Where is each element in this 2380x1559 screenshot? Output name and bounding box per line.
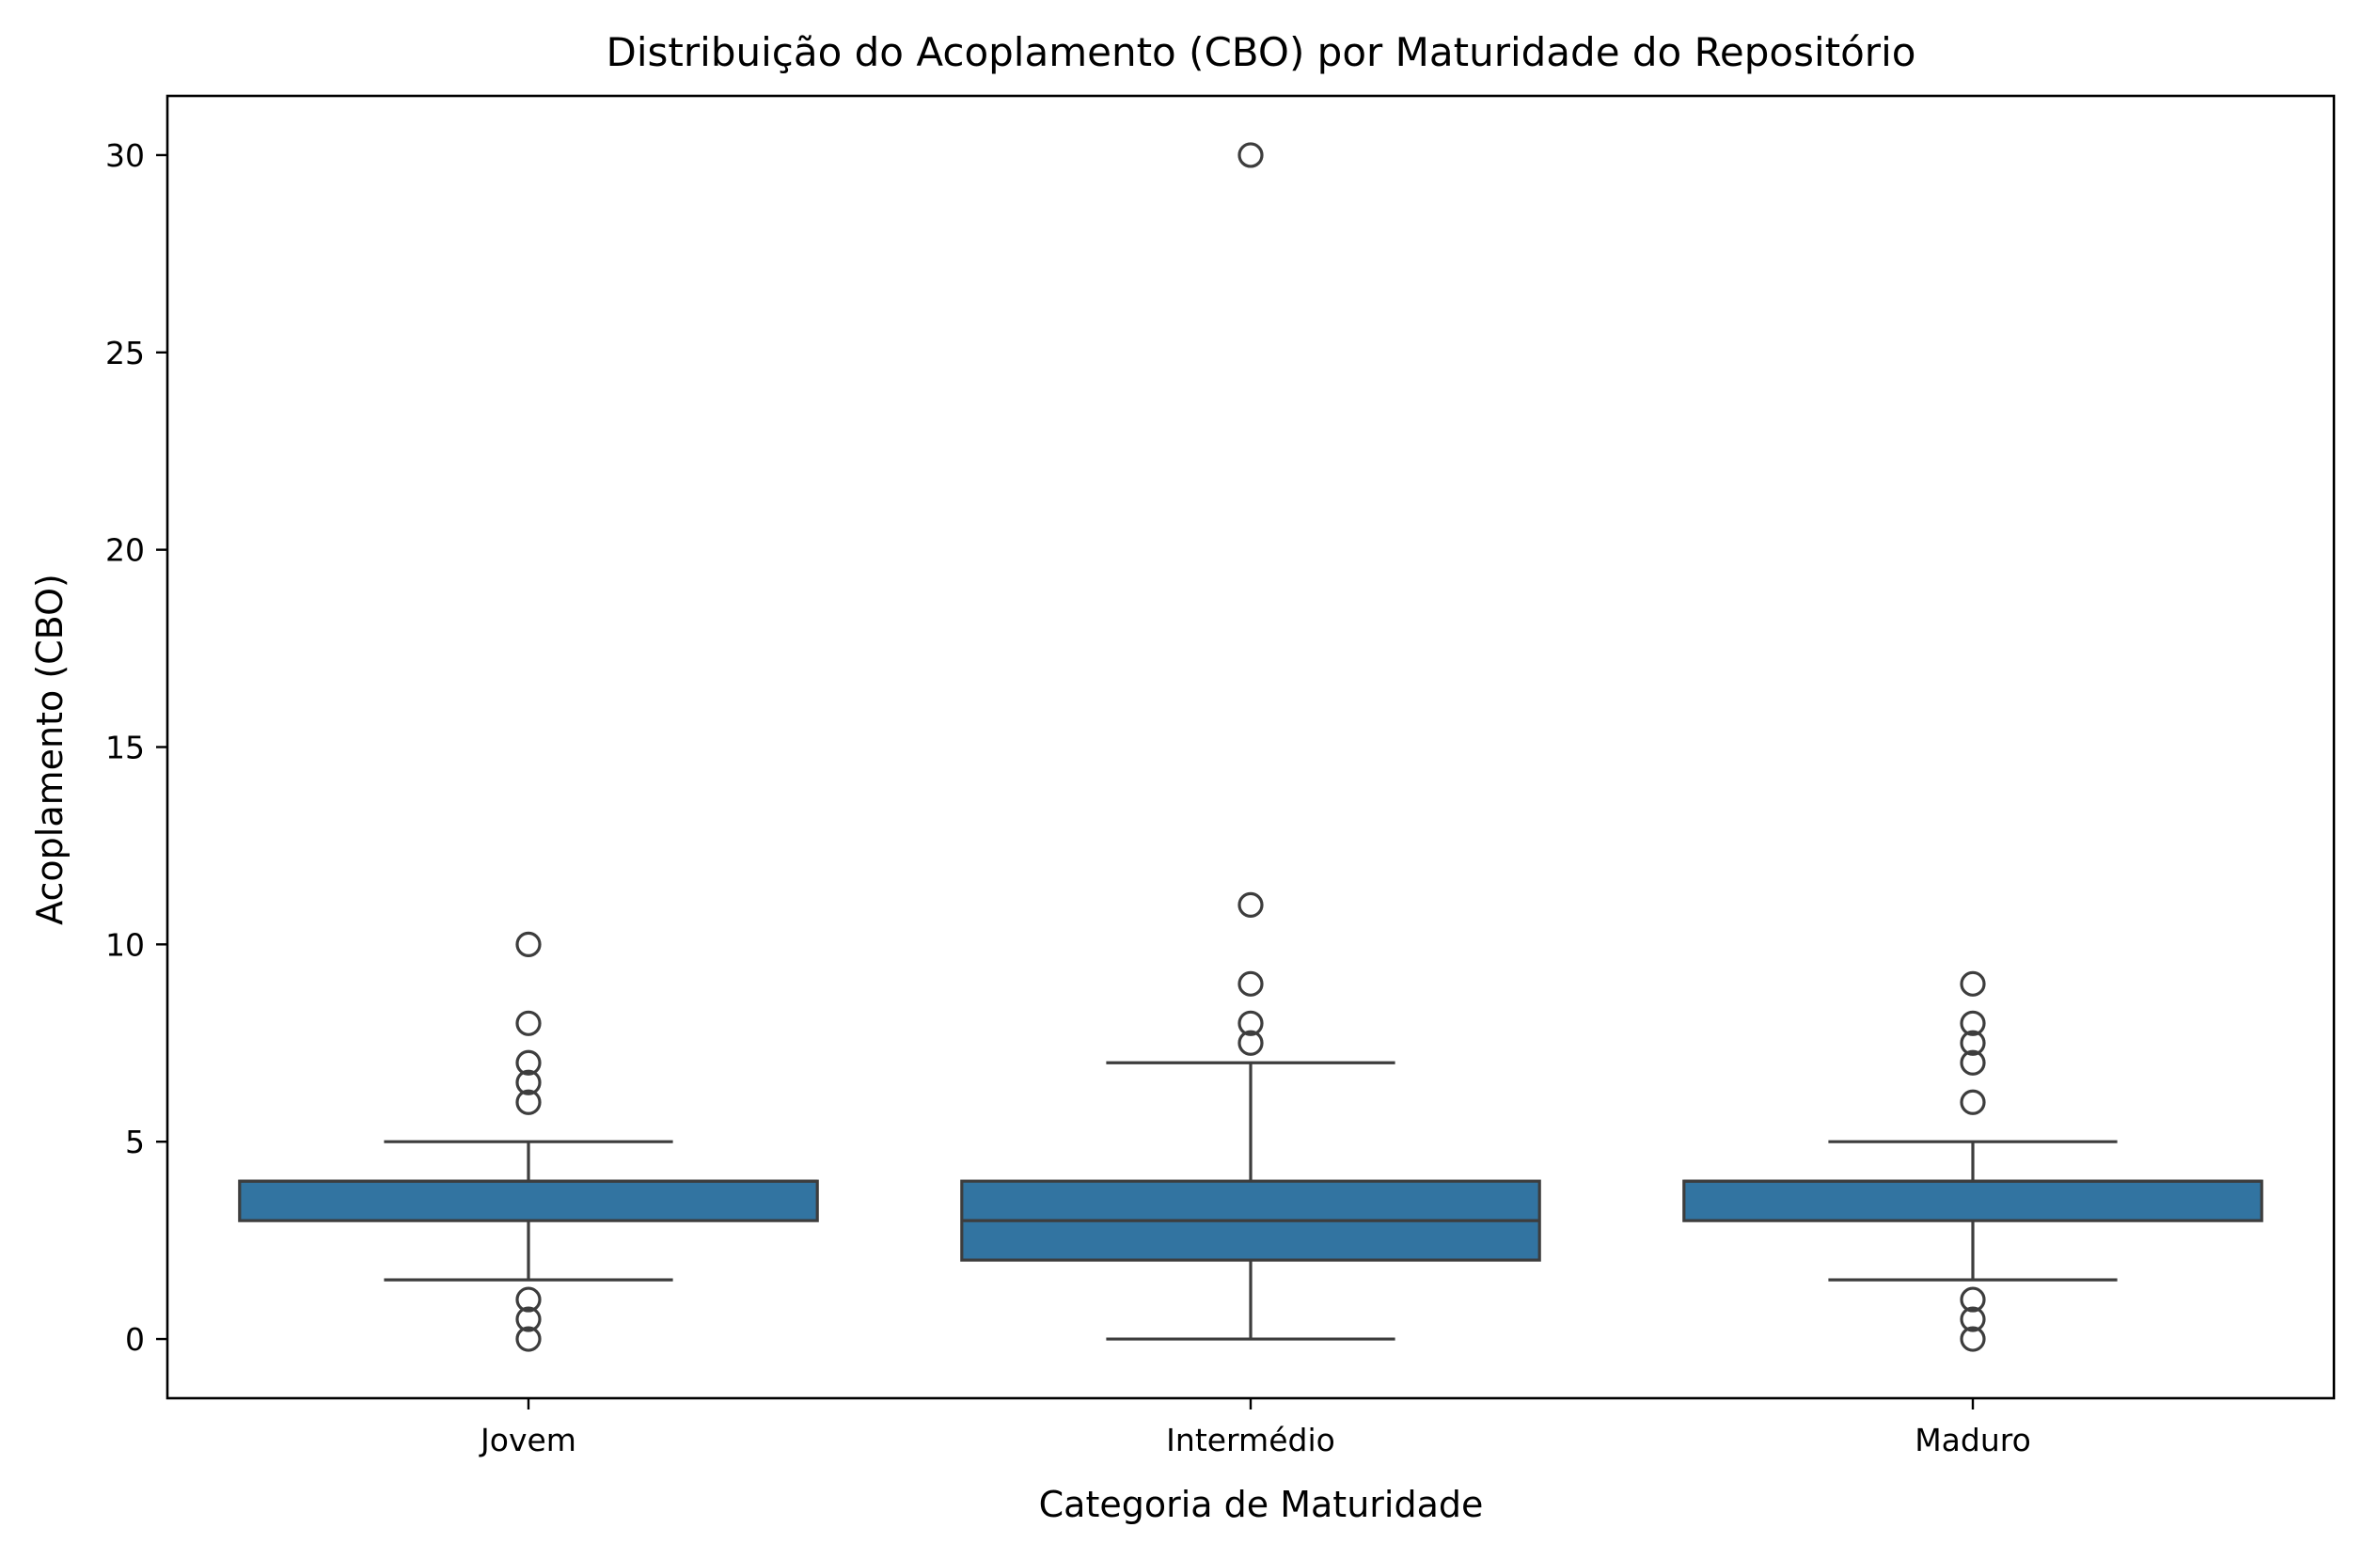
- outlier-point: [515, 1286, 542, 1313]
- outlier-point: [1960, 1089, 1986, 1115]
- x-axis-label: Categoria de Maturidade: [1039, 1484, 1484, 1525]
- box-group-maduro: [1682, 970, 2263, 1352]
- x-tick-label: Intermédio: [1166, 1422, 1335, 1458]
- box-iqr: [238, 1179, 819, 1222]
- plot-area: 0 5 10 15 20 25 30 Jovem Intermédio Maduro: [105, 94, 2336, 1458]
- box-iqr: [1682, 1179, 2263, 1222]
- y-axis-label: Acoplamento (CBO): [29, 574, 71, 925]
- outlier-point: [1237, 1010, 1264, 1036]
- outlier-point: [1237, 142, 1264, 168]
- y-tick-label: 5: [125, 1124, 145, 1160]
- x-tick-label: Jovem: [479, 1422, 576, 1458]
- outlier-point: [1237, 970, 1264, 997]
- outlier-point: [1960, 1030, 1986, 1056]
- outlier-point: [1237, 1030, 1264, 1056]
- y-tick-label: 25: [105, 335, 145, 371]
- outlier-point: [515, 931, 542, 957]
- outlier-point: [1960, 1306, 1986, 1332]
- outlier-point: [515, 1010, 542, 1036]
- outlier-point: [1960, 970, 1986, 997]
- outlier-point: [1960, 1286, 1986, 1313]
- outlier-point: [515, 1306, 542, 1332]
- y-tick-label: 15: [105, 730, 145, 766]
- outlier-point: [515, 1326, 542, 1352]
- y-tick-label: 0: [125, 1321, 145, 1358]
- y-tick-label: 10: [105, 926, 145, 963]
- y-tick-label: 20: [105, 532, 145, 569]
- outlier-point: [1960, 1326, 1986, 1352]
- outlier-point: [515, 1049, 542, 1076]
- outlier-point: [515, 1069, 542, 1095]
- outlier-point: [515, 1089, 542, 1115]
- chart-title: Distribuição do Acoplamento (CBO) por Ma…: [607, 29, 1916, 75]
- outlier-point: [1960, 1049, 1986, 1076]
- box-group-jovem: [238, 931, 819, 1352]
- box-group-intermedio: [960, 142, 1541, 1341]
- y-tick-label: 30: [105, 137, 145, 174]
- outlier-point: [1237, 891, 1264, 918]
- x-tick-label: Maduro: [1915, 1422, 2031, 1458]
- outlier-point: [1960, 1010, 1986, 1036]
